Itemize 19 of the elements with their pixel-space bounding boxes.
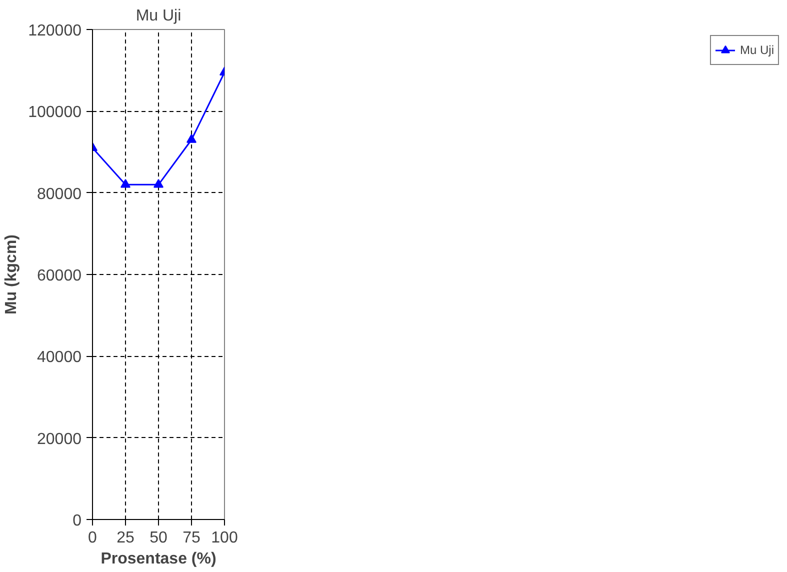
x-tick-label: 50 — [150, 530, 168, 546]
x-tick-label: 0 — [88, 530, 98, 546]
x-axis-title: Prosentase (%) — [100, 550, 216, 568]
x-tick-label: 100 — [211, 530, 238, 546]
y-axis-title: Mu (kgcm) — [3, 234, 20, 314]
legend-label: Mu Uji — [740, 43, 774, 57]
y-tick-label: 80000 — [37, 186, 82, 203]
point — [120, 178, 130, 188]
chart-title: Mu Uji — [136, 8, 182, 24]
y-tick-label: 0 — [72, 512, 82, 530]
y-tick-label: 100000 — [28, 104, 82, 122]
y-tick-label: 60000 — [37, 268, 82, 284]
y-tick-label: 120000 — [28, 22, 82, 40]
x-tick-label: 25 — [116, 530, 134, 546]
x-tick-label: 75 — [182, 530, 200, 546]
y-tick-label: 20000 — [37, 430, 82, 448]
y-tick-label: 40000 — [37, 349, 82, 366]
point — [186, 134, 196, 143]
point — [154, 178, 164, 188]
